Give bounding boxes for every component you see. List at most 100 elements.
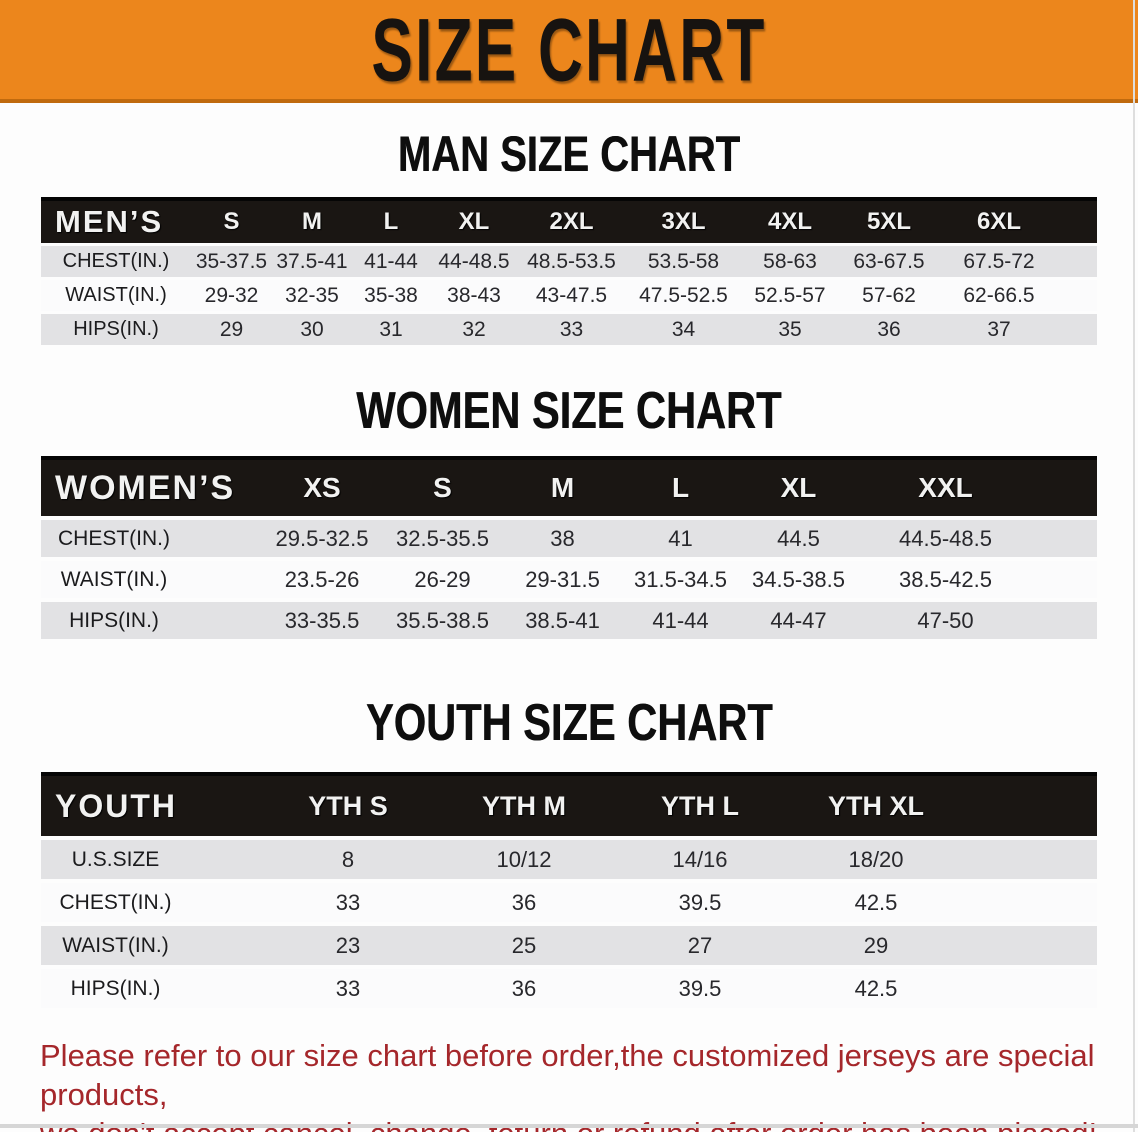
size-value-cell: 38.5-42.5 [899,566,992,592]
size-column-header: XL [458,208,490,235]
size-value-cell: 36 [511,889,537,915]
size-column-header: L [383,208,399,235]
size-value-cell: 14/16 [672,846,728,872]
row-label: WAIST(IN.) [65,284,167,306]
size-value-cell: 27 [687,932,713,958]
size-column-header: YTH L [661,790,739,821]
table-row: CHEST(IN.) 29.5-32.5 32.5-35.5 38 41 44.5 44.5… [41,520,1097,557]
row-pad [964,969,1097,1008]
row-label: CHEST(IN.) [59,890,172,914]
size-value-cell: 36 [877,317,901,341]
size-value-cell: 67.5-72 [963,249,1035,273]
size-value-cell: 35-37.5 [195,249,268,273]
size-value-cell: 47.5-52.5 [639,283,728,307]
size-value-cell: 33-35.5 [284,607,360,633]
row-label: HIPS(IN.) [69,608,159,632]
size-column-header: YTH S [308,790,388,821]
row-pad [1058,246,1097,277]
table-row: CHEST(IN.) 33 36 39.5 42.5 [41,883,1097,922]
size-column-header: YTH M [482,790,566,821]
size-value-cell: 62-66.5 [963,283,1035,307]
row-pad [1058,280,1097,311]
row-pad [1033,561,1097,598]
size-value-cell: 37 [987,317,1011,341]
size-value-cell: 58-63 [763,249,817,273]
size-value-cell: 41 [668,525,693,551]
man-size-chart-title: MAN SIZE CHART [397,126,741,182]
row-pad [1033,520,1097,557]
size-value-cell: 26-29 [414,566,471,592]
table-row: HIPS(IN.) 33 36 39.5 42.5 [41,969,1097,1008]
banner-title: SIZE CHART [371,0,767,100]
size-value-cell: 29.5-32.5 [275,525,369,551]
size-column-header: M [550,472,575,503]
size-value-cell: 32 [462,317,486,341]
size-value-cell: 63-67.5 [853,249,925,273]
image-right-edge-line [1133,0,1135,1132]
header-pad [964,776,1097,836]
size-value-cell: 43-47.5 [535,283,608,307]
table-row: WAIST(IN.) 23 25 27 29 [41,926,1097,965]
row-label: U.S.SIZE [71,847,160,871]
size-value-cell: 31.5-34.5 [634,566,727,592]
header-pad [1058,201,1097,243]
size-value-cell: 44.5-48.5 [899,525,992,551]
size-chart-banner: SIZE CHART [0,0,1138,103]
table-row: U.S.SIZE 8 10/12 14/16 18/20 [41,840,1097,879]
size-value-cell: 38-43 [447,283,501,307]
size-value-cell: 25 [511,932,537,958]
table-row: HIPS(IN.) 29 30 31 32 33 34 35 36 37 [41,314,1097,345]
row-pad [1058,314,1097,345]
size-column-header: S [433,472,452,503]
size-column-header: YTH XL [827,790,924,821]
youth-size-chart-title: YOUTH SIZE CHART [365,694,773,752]
table-corner-label: YOUTH [55,787,177,824]
table-corner-label: MEN’S [55,204,164,239]
size-column-header: 3XL [661,208,706,235]
size-column-header: XS [303,472,341,503]
size-value-cell: 33 [335,975,361,1001]
youth-size-table: YOUTH YTH S YTH M YTH L YTH XL U.S.SIZE 8 10/12… [41,772,1097,1008]
men-size-table: MEN’S S M L XL 2XL 3XL 4XL 5XL 6XL CHEST(IN.) 35-37… [41,197,1097,345]
row-label: WAIST(IN.) [62,933,169,957]
order-policy-line-1: Please refer to our size chart before or… [40,1038,1095,1112]
size-value-cell: 44-47 [770,607,827,633]
order-policy-line-2: we don't accept cancel, change, teturn o… [40,1114,1138,1132]
size-value-cell: 34.5-38.5 [752,566,845,592]
size-column-header: 4XL [767,208,812,235]
size-value-cell: 42.5 [854,975,898,1001]
size-column-header: 6XL [976,208,1021,235]
table-header-row: MEN’S S M L XL 2XL 3XL 4XL 5XL 6XL [41,197,1097,243]
size-value-cell: 38 [550,525,575,551]
size-value-cell: 35-38 [364,283,418,307]
row-label: CHEST(IN.) [62,250,170,272]
size-value-cell: 23.5-26 [284,566,360,592]
size-value-cell: 39.5 [678,889,722,915]
table-row: CHEST(IN.) 35-37.5 37.5-41 41-44 44-48.5 48.5… [41,246,1097,277]
row-label: HIPS(IN.) [73,318,159,340]
size-value-cell: 35.5-38.5 [396,607,489,633]
size-value-cell: 32.5-35.5 [396,525,489,551]
size-value-cell: 34 [671,317,696,341]
size-value-cell: 8 [341,846,355,872]
size-value-cell: 23 [335,932,361,958]
size-value-cell: 29 [219,317,244,341]
size-value-cell: 29-32 [204,283,259,307]
size-column-header: 5XL [866,208,911,235]
row-label: CHEST(IN.) [58,526,170,550]
table-row: HIPS(IN.) 33-35.5 35.5-38.5 38.5-41 41-44 44-… [41,602,1097,639]
image-bottom-edge-line [0,1124,1138,1128]
size-value-cell: 18/20 [848,846,904,872]
table-row: WAIST(IN.) 29-32 32-35 35-38 38-43 43-47.5 47.… [41,280,1097,311]
size-value-cell: 31 [379,317,403,341]
size-value-cell: 35 [778,317,802,341]
header-pad [1033,460,1097,516]
size-value-cell: 41-44 [652,607,709,633]
size-value-cell: 29 [863,932,889,958]
size-value-cell: 41-44 [364,249,418,273]
row-pad [1033,602,1097,639]
size-value-cell: 10/12 [496,846,552,872]
women-size-table: WOMEN’S XS S M L XL XXL CHEST(IN.) 29.5-32.5 32.5… [41,456,1097,639]
table-corner-label: WOMEN’S [55,468,236,507]
